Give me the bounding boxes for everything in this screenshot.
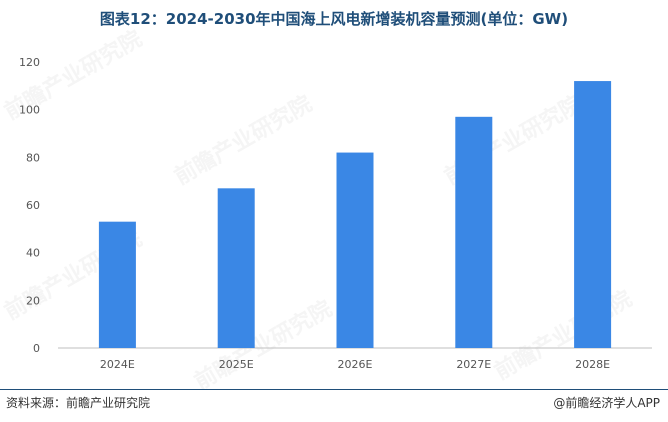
y-tick-label: 120 bbox=[19, 56, 40, 69]
y-tick-label: 80 bbox=[26, 151, 40, 164]
x-tick-label: 2024E bbox=[100, 358, 135, 371]
watermarks: 前瞻产业研究院 前瞻产业研究院 前瞻产业研究院 前瞻产业研究院 前瞻产业研究院 … bbox=[0, 26, 636, 390]
brand-credit: @前瞻经济学人APP bbox=[553, 396, 660, 410]
y-axis: 0 20 40 60 80 100 120 bbox=[19, 56, 40, 355]
y-tick-label: 40 bbox=[26, 247, 40, 260]
watermark-2: 前瞻产业研究院 bbox=[170, 91, 316, 191]
x-axis: 2024E 2025E 2026E 2027E 2028E bbox=[100, 358, 610, 371]
bar-2028E bbox=[574, 81, 612, 349]
source-note: 资料来源：前瞻产业研究院 bbox=[6, 396, 151, 410]
watermark-5: 前瞻产业研究院 bbox=[190, 296, 336, 390]
bar-chart: 前瞻产业研究院 前瞻产业研究院 前瞻产业研究院 前瞻产业研究院 前瞻产业研究院 … bbox=[0, 26, 652, 390]
x-tick-label: 2027E bbox=[456, 358, 491, 371]
x-tick-label: 2026E bbox=[338, 358, 373, 371]
bar-2025E bbox=[217, 188, 255, 348]
bar-2027E bbox=[455, 116, 493, 348]
x-tick-label: 2028E bbox=[575, 358, 610, 371]
bar-2026E bbox=[336, 152, 374, 348]
footer-divider bbox=[0, 389, 668, 390]
bar-2024E bbox=[98, 221, 136, 348]
watermark-6: 前瞻产业研究院 bbox=[490, 286, 636, 386]
bars bbox=[98, 81, 612, 349]
y-tick-label: 0 bbox=[33, 342, 40, 355]
y-tick-label: 60 bbox=[26, 199, 40, 212]
x-tick-label: 2025E bbox=[219, 358, 254, 371]
y-tick-label: 20 bbox=[26, 294, 40, 307]
y-tick-label: 100 bbox=[19, 104, 40, 117]
chart-title: 图表12：2024-2030年中国海上风电新增装机容量预测(单位：GW) bbox=[99, 10, 569, 28]
